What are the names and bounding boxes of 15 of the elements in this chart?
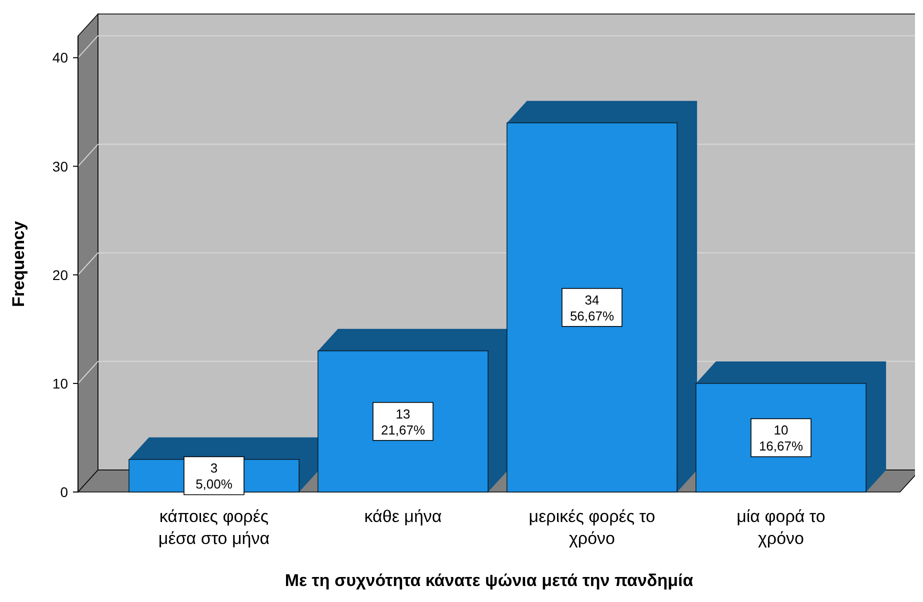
x-tick-label: κάθε μήνα: [364, 507, 442, 526]
data-label: 3 5,00%: [196, 460, 233, 492]
x-tick-label: μερικές φορές το χρόνο: [528, 507, 656, 548]
x-tick-label: κάποιες φορές μέσα στο μήνα: [158, 507, 270, 548]
y-tick-label: 30: [52, 158, 68, 174]
y-tick-label: 10: [52, 375, 68, 392]
data-label: 10 16,67%: [758, 422, 804, 454]
data-label: 34 56,67%: [570, 292, 614, 324]
data-label: 13 21,67%: [380, 406, 426, 438]
y-tick-label: 0: [60, 484, 68, 500]
y-tick-label: 20: [52, 266, 68, 283]
y-tick-label: 40: [52, 50, 68, 66]
x-tick-label: μία φορά το χρόνο: [736, 507, 826, 548]
x-axis-title: Με τη συχνότητα κάνατε ψώνια μετά την πανδημία: [284, 571, 694, 590]
y-axis-title: Frequency: [9, 220, 28, 307]
